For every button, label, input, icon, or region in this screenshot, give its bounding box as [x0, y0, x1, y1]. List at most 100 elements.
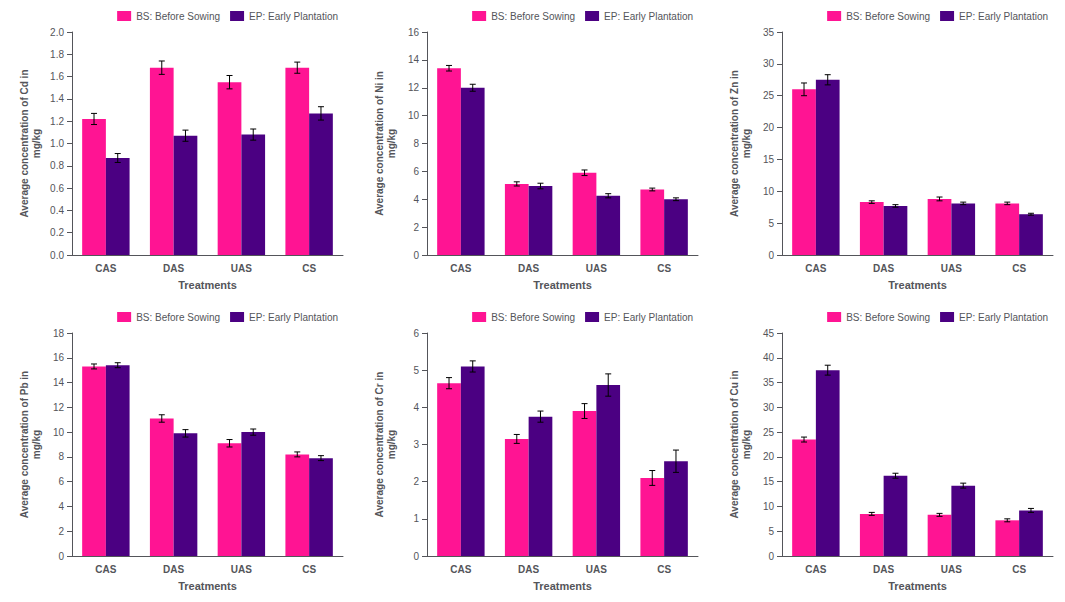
svg-text:5: 5 — [768, 526, 774, 537]
svg-text:Average concentration of Cd in: Average concentration of Cd in — [19, 70, 30, 218]
svg-text:mg/kg: mg/kg — [31, 430, 42, 459]
svg-text:Treatments: Treatments — [178, 279, 237, 291]
svg-text:18: 18 — [53, 328, 65, 339]
svg-text:20: 20 — [763, 122, 775, 133]
svg-text:BS: Before Sowing: BS: Before Sowing — [491, 11, 575, 22]
svg-text:mg/kg: mg/kg — [386, 430, 397, 459]
svg-text:35: 35 — [763, 377, 775, 388]
svg-text:6: 6 — [413, 328, 419, 339]
svg-text:UAS: UAS — [231, 263, 252, 274]
svg-text:DAS: DAS — [518, 263, 539, 274]
svg-text:BS: Before Sowing: BS: Before Sowing — [136, 11, 220, 22]
svg-text:0.4: 0.4 — [50, 205, 64, 216]
svg-text:25: 25 — [763, 427, 775, 438]
svg-text:EP: Early Plantation: EP: Early Plantation — [959, 11, 1048, 22]
svg-text:10: 10 — [763, 501, 775, 512]
svg-text:2: 2 — [413, 476, 419, 487]
svg-text:DAS: DAS — [163, 564, 184, 575]
svg-text:40: 40 — [763, 352, 775, 363]
svg-text:1.2: 1.2 — [50, 116, 64, 127]
svg-text:UAS: UAS — [586, 263, 607, 274]
svg-text:10: 10 — [53, 427, 65, 438]
svg-text:Average concentration of Cu in: Average concentration of Cu in — [729, 371, 740, 519]
svg-text:2.0: 2.0 — [50, 27, 64, 38]
svg-text:35: 35 — [763, 27, 775, 38]
svg-text:Average concentration of Cr in: Average concentration of Cr in — [374, 372, 385, 518]
svg-text:0.8: 0.8 — [50, 160, 64, 171]
svg-text:mg/kg: mg/kg — [741, 430, 752, 459]
svg-text:10: 10 — [408, 110, 420, 121]
svg-text:BS: Before Sowing: BS: Before Sowing — [846, 11, 930, 22]
svg-text:0.6: 0.6 — [50, 183, 64, 194]
svg-text:5: 5 — [768, 218, 774, 229]
svg-text:4: 4 — [58, 501, 64, 512]
svg-text:0: 0 — [413, 250, 419, 261]
svg-text:UAS: UAS — [231, 564, 252, 575]
svg-text:15: 15 — [763, 476, 775, 487]
svg-text:Treatments: Treatments — [888, 580, 947, 592]
svg-text:45: 45 — [763, 328, 775, 339]
svg-text:0: 0 — [768, 551, 774, 562]
svg-text:EP: Early Plantation: EP: Early Plantation — [604, 312, 693, 323]
svg-text:BS: Before Sowing: BS: Before Sowing — [846, 312, 930, 323]
svg-text:CS: CS — [302, 564, 316, 575]
svg-text:4: 4 — [413, 194, 419, 205]
svg-text:14: 14 — [408, 54, 420, 65]
svg-text:1.8: 1.8 — [50, 49, 64, 60]
svg-text:1.4: 1.4 — [50, 93, 64, 104]
svg-text:4: 4 — [413, 402, 419, 413]
svg-text:12: 12 — [53, 402, 65, 413]
svg-text:mg/kg: mg/kg — [386, 129, 397, 158]
svg-text:CS: CS — [657, 263, 671, 274]
svg-text:UAS: UAS — [941, 263, 962, 274]
svg-text:16: 16 — [53, 352, 65, 363]
svg-text:CAS: CAS — [450, 263, 471, 274]
svg-text:BS: Before Sowing: BS: Before Sowing — [491, 312, 575, 323]
svg-text:CS: CS — [302, 263, 316, 274]
svg-text:1.6: 1.6 — [50, 71, 64, 82]
svg-text:6: 6 — [58, 476, 64, 487]
svg-text:0: 0 — [768, 250, 774, 261]
svg-text:3: 3 — [413, 439, 419, 450]
svg-text:30: 30 — [763, 58, 775, 69]
svg-text:Treatments: Treatments — [178, 580, 237, 592]
svg-text:Treatments: Treatments — [888, 279, 947, 291]
svg-text:1.0: 1.0 — [50, 138, 64, 149]
svg-text:20: 20 — [763, 451, 775, 462]
svg-text:2: 2 — [58, 526, 64, 537]
svg-text:10: 10 — [763, 186, 775, 197]
svg-text:mg/kg: mg/kg — [31, 129, 42, 158]
svg-text:EP: Early Plantation: EP: Early Plantation — [959, 312, 1048, 323]
svg-text:CAS: CAS — [805, 263, 826, 274]
svg-text:BS: Before Sowing: BS: Before Sowing — [136, 312, 220, 323]
svg-text:CAS: CAS — [450, 564, 471, 575]
svg-text:25: 25 — [763, 90, 775, 101]
svg-text:UAS: UAS — [586, 564, 607, 575]
svg-text:CAS: CAS — [95, 564, 116, 575]
svg-text:DAS: DAS — [163, 263, 184, 274]
svg-text:DAS: DAS — [873, 564, 894, 575]
svg-text:CAS: CAS — [805, 564, 826, 575]
svg-text:UAS: UAS — [941, 564, 962, 575]
svg-text:CS: CS — [1012, 263, 1026, 274]
svg-text:8: 8 — [413, 138, 419, 149]
svg-text:EP: Early Plantation: EP: Early Plantation — [249, 312, 338, 323]
svg-text:0.2: 0.2 — [50, 227, 64, 238]
svg-text:14: 14 — [53, 377, 65, 388]
svg-text:mg/kg: mg/kg — [741, 129, 752, 158]
svg-text:Treatments: Treatments — [533, 580, 592, 592]
svg-text:15: 15 — [763, 154, 775, 165]
svg-text:0: 0 — [413, 551, 419, 562]
svg-text:Treatments: Treatments — [533, 279, 592, 291]
svg-text:DAS: DAS — [873, 263, 894, 274]
svg-text:DAS: DAS — [518, 564, 539, 575]
svg-text:CAS: CAS — [95, 263, 116, 274]
svg-text:CS: CS — [657, 564, 671, 575]
svg-text:EP: Early Plantation: EP: Early Plantation — [249, 11, 338, 22]
svg-text:8: 8 — [58, 451, 64, 462]
svg-text:12: 12 — [408, 82, 420, 93]
svg-text:2: 2 — [413, 222, 419, 233]
svg-text:5: 5 — [413, 365, 419, 376]
svg-text:EP: Early Plantation: EP: Early Plantation — [604, 11, 693, 22]
svg-text:Average concentration of Zn in: Average concentration of Zn in — [729, 70, 740, 217]
